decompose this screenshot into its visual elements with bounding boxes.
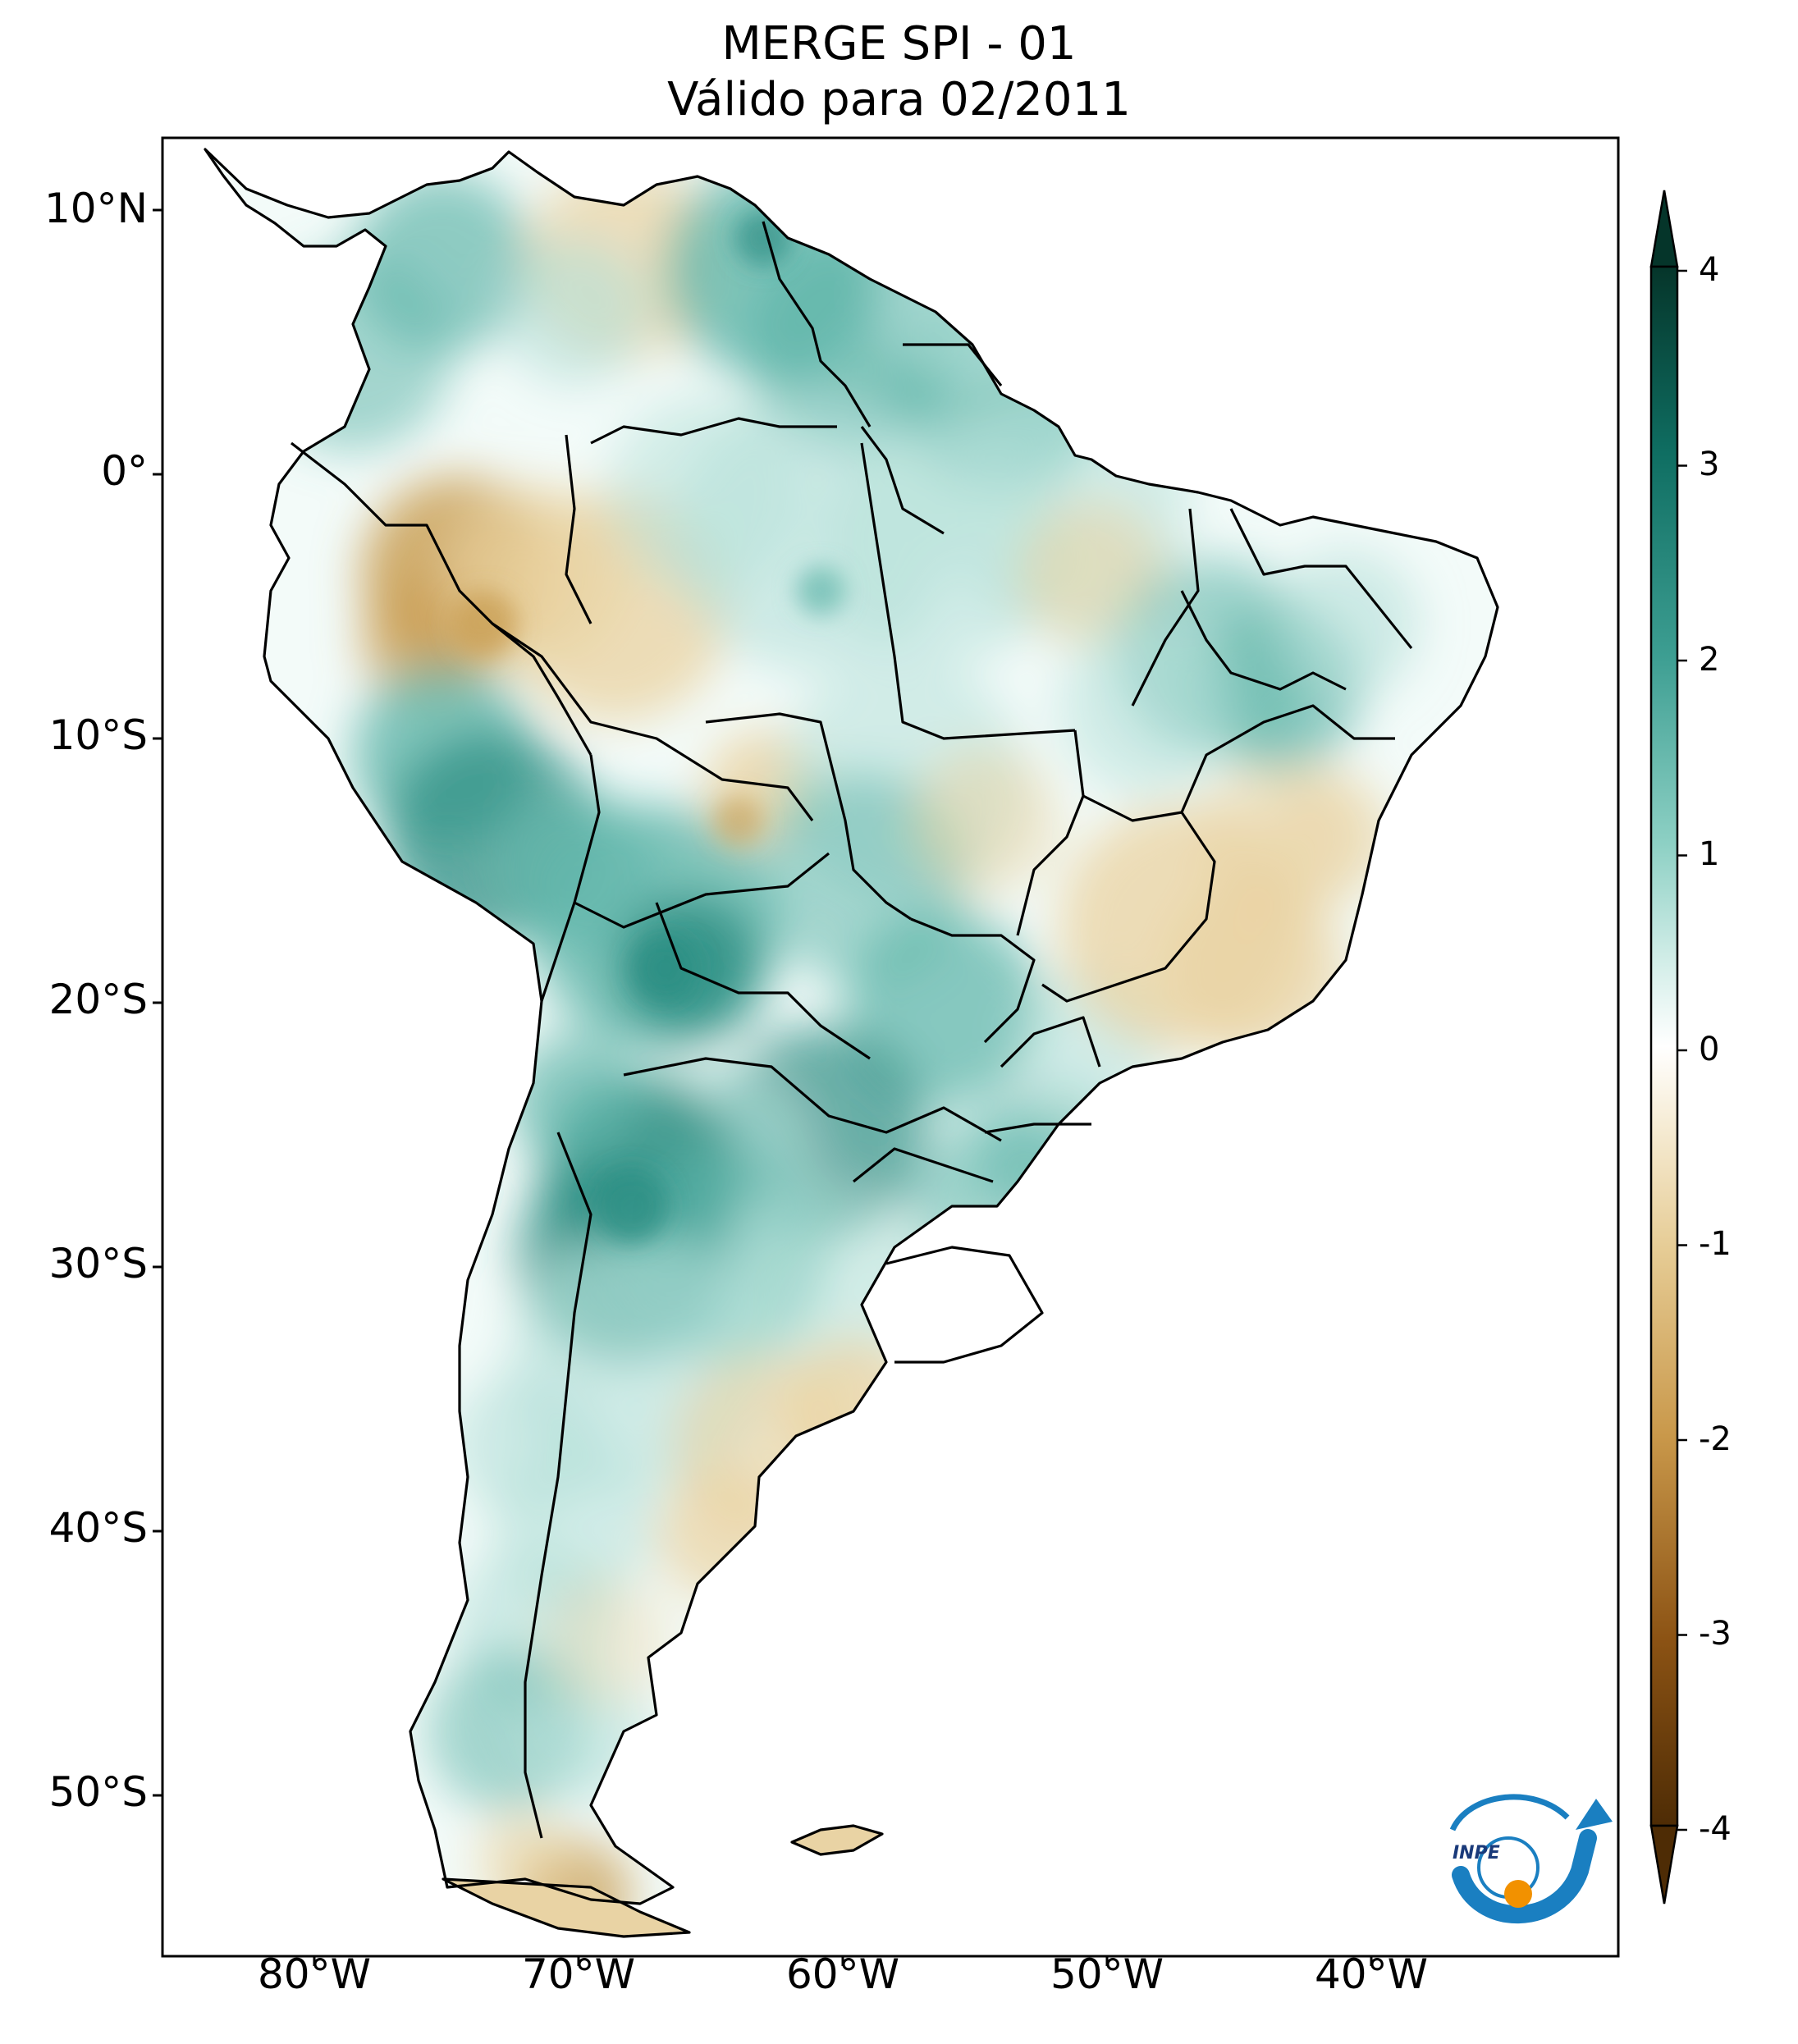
spi-patch (714, 796, 763, 845)
country-border (705, 712, 912, 921)
country-border (984, 1123, 1091, 1134)
colorbar-label-3: 3 (1699, 446, 1720, 483)
spi-patch (542, 1575, 673, 1707)
country-border (524, 1132, 592, 1839)
colorbar-label-0: 0 (1699, 1031, 1720, 1068)
spi-patch (595, 1169, 669, 1243)
spi-patch (632, 935, 698, 1001)
country-border (655, 902, 871, 1060)
axis-ticks (153, 208, 1373, 1966)
logo-swoosh-icon (1452, 1829, 1597, 1924)
colorbar (1649, 190, 1687, 1905)
spi-patch (451, 591, 517, 656)
logo-text: INPE (1453, 1843, 1500, 1863)
island-fill (443, 1879, 689, 1937)
country-border (860, 426, 945, 535)
lat-label-20s: 20°S (48, 976, 148, 1023)
colorbar-max-extension (1649, 190, 1679, 268)
country-border (762, 221, 872, 428)
country-border (1229, 508, 1413, 649)
spi-patch (509, 1034, 640, 1165)
colorbar-gradient (1649, 265, 1679, 1827)
lat-label-10n: 10°N (43, 185, 148, 232)
colorbar-label-neg3: -3 (1699, 1615, 1732, 1653)
lat-label-40s: 40°S (48, 1504, 148, 1552)
spi-patch (722, 1182, 919, 1379)
coastline (204, 148, 1499, 1905)
country-border (903, 343, 1003, 386)
colorbar-min-extension (1649, 1824, 1679, 1905)
spi-patch (607, 394, 804, 591)
colorbar-label-4: 4 (1699, 251, 1720, 289)
map-subtitle: Válido para 02/2011 (667, 73, 1131, 126)
country-border (623, 1057, 1002, 1142)
map-title: MERGE SPI - 01 (721, 17, 1077, 71)
lon-label-60w: 60°W (785, 1950, 900, 1998)
lat-label-50s: 50°S (48, 1768, 148, 1816)
logo-arrow-icon (1576, 1799, 1613, 1830)
country-border (1041, 794, 1216, 1003)
country-border (574, 852, 830, 929)
country-border (1180, 590, 1347, 691)
country-borders (204, 148, 1499, 1938)
island-outline (790, 1824, 884, 1856)
spi-patch (1264, 771, 1395, 903)
country-border (590, 417, 837, 445)
lat-label-0: 0° (101, 447, 148, 495)
lon-label-40w: 40°W (1314, 1950, 1429, 1998)
spi-patch (911, 747, 1059, 894)
lat-label-30s: 30°S (48, 1240, 148, 1287)
colorbar-label-1: 1 (1699, 835, 1720, 873)
spi-patch (796, 566, 845, 615)
spi-patch (1272, 550, 1420, 697)
country-border (1000, 1016, 1101, 1068)
island-outline (441, 1877, 691, 1938)
logo-sun-icon (1504, 1880, 1532, 1908)
lon-label-80w: 80°W (257, 1950, 372, 1998)
country-border (1016, 729, 1085, 936)
country-border (853, 1147, 994, 1183)
country-border (860, 442, 1076, 740)
country-border (291, 441, 592, 756)
country-border (565, 434, 592, 624)
logo-arc-icon (1449, 1794, 1570, 1831)
country-border (492, 622, 814, 821)
country-border (910, 917, 1036, 1044)
colorbar-label-neg2: -2 (1699, 1420, 1732, 1458)
colorbar-label-neg1: -1 (1699, 1225, 1732, 1263)
lon-label-70w: 70°W (521, 1950, 636, 1998)
colorbar-label-2: 2 (1699, 641, 1720, 679)
colorbar-label-neg4: -4 (1699, 1810, 1732, 1848)
lat-label-10s: 10°S (48, 711, 148, 759)
spi-patch (1059, 615, 1239, 796)
country-border (885, 1246, 1044, 1364)
country-border (1131, 508, 1200, 706)
country-border (1180, 704, 1395, 813)
inpe-logo (1449, 1794, 1613, 1924)
spi-patch (501, 238, 648, 386)
lon-label-50w: 50°W (1050, 1950, 1164, 1998)
